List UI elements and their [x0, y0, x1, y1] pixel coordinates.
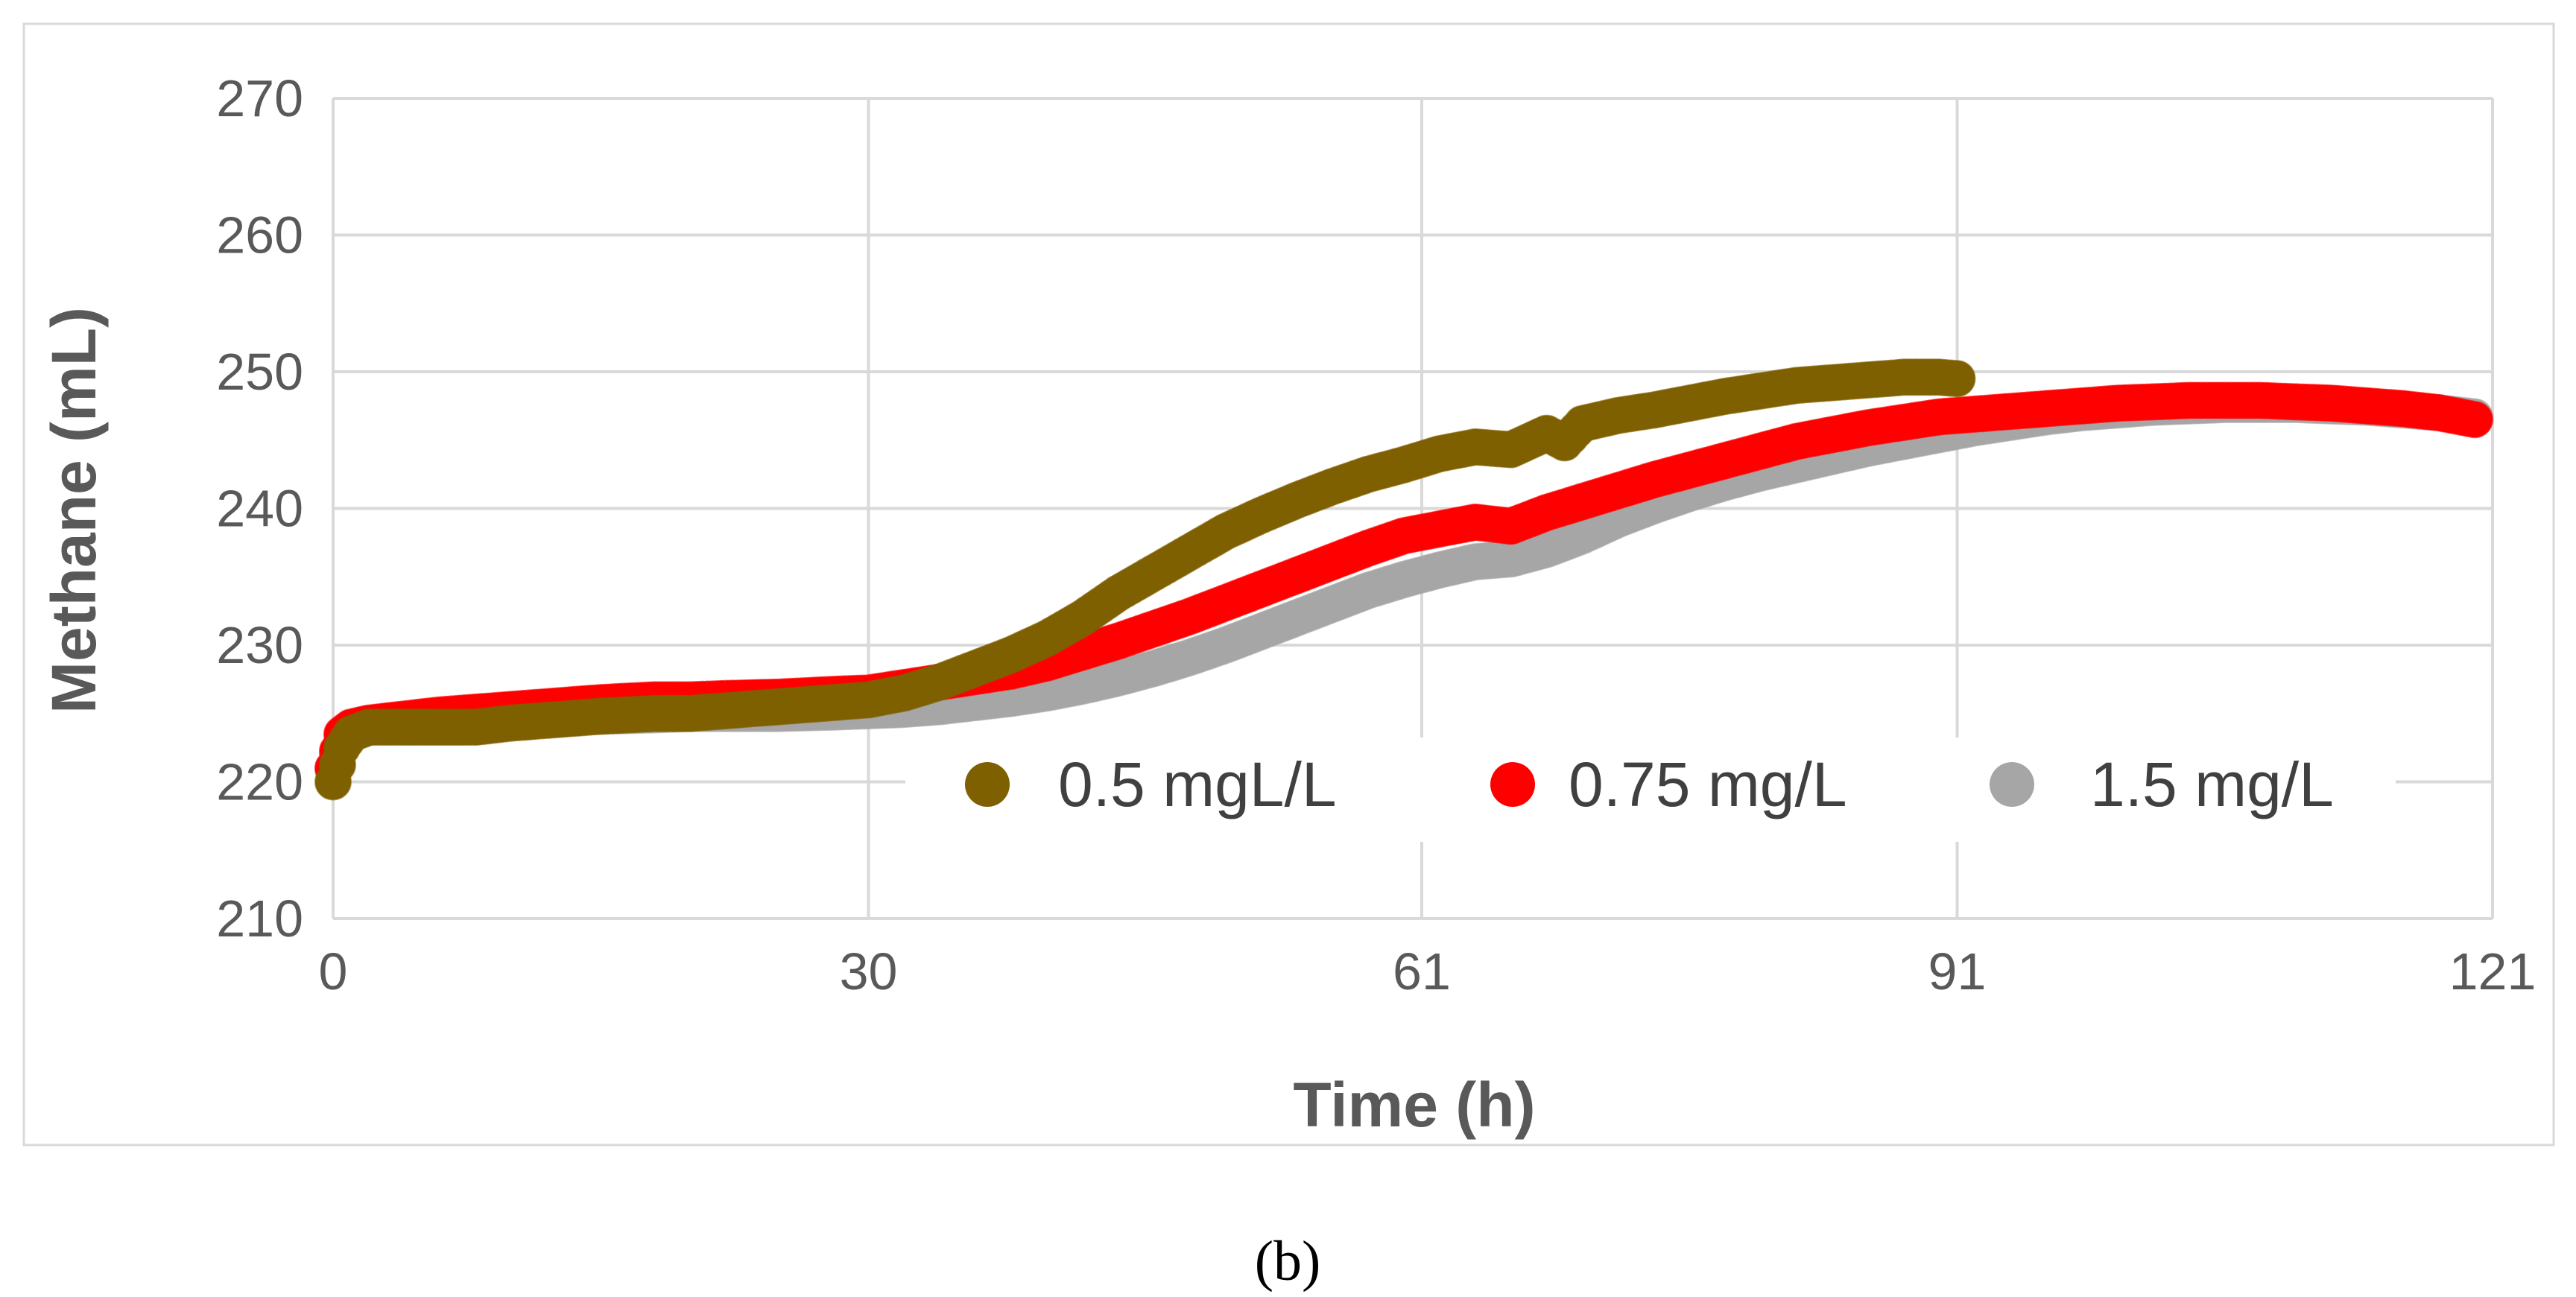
legend-background [905, 738, 2396, 842]
x-tick-label: 91 [1928, 942, 1987, 1001]
legend-marker-0.75-mg-L [1490, 762, 1535, 807]
y-axis-title: Methane (mL) [39, 307, 109, 714]
y-tick-label: 210 [216, 889, 303, 948]
figure-caption: (b) [1255, 1230, 1321, 1293]
data-point [2456, 401, 2493, 439]
y-tick-label: 240 [216, 480, 303, 538]
x-tick-label: 0 [319, 942, 348, 1001]
y-tick-label: 220 [216, 753, 303, 811]
legend-label-0.75-mg-L: 0.75 mg/L [1569, 749, 1847, 819]
legend: 0.5 mgL/L 0.75 mg/L 1.5 mg/L [905, 738, 2396, 842]
plot-series [314, 358, 2493, 801]
y-tick-label: 230 [216, 616, 303, 674]
y-tick-label: 260 [216, 206, 303, 264]
x-tick-label: 121 [2449, 942, 2537, 1001]
x-tick-label: 30 [840, 942, 898, 1001]
legend-label-0.5-mgL-L: 0.5 mgL/L [1058, 749, 1337, 819]
legend-marker-1.5-mg-L [1990, 762, 2034, 807]
legend-label-1.5-mg-L: 1.5 mg/L [2090, 749, 2334, 819]
series-0 [314, 358, 1976, 801]
y-tick-label: 250 [216, 343, 303, 401]
x-tick-label: 61 [1393, 942, 1451, 1001]
gridlines [332, 97, 2494, 920]
x-axis-title: Time (h) [1293, 1070, 1535, 1140]
y-tick-label: 270 [216, 69, 303, 127]
tick-labels: 210 220 230 240 250 260 270 0 30 61 91 121 [216, 69, 2536, 1001]
data-point [1938, 360, 1976, 398]
legend-marker-0.5-mgL-L [965, 762, 1010, 807]
